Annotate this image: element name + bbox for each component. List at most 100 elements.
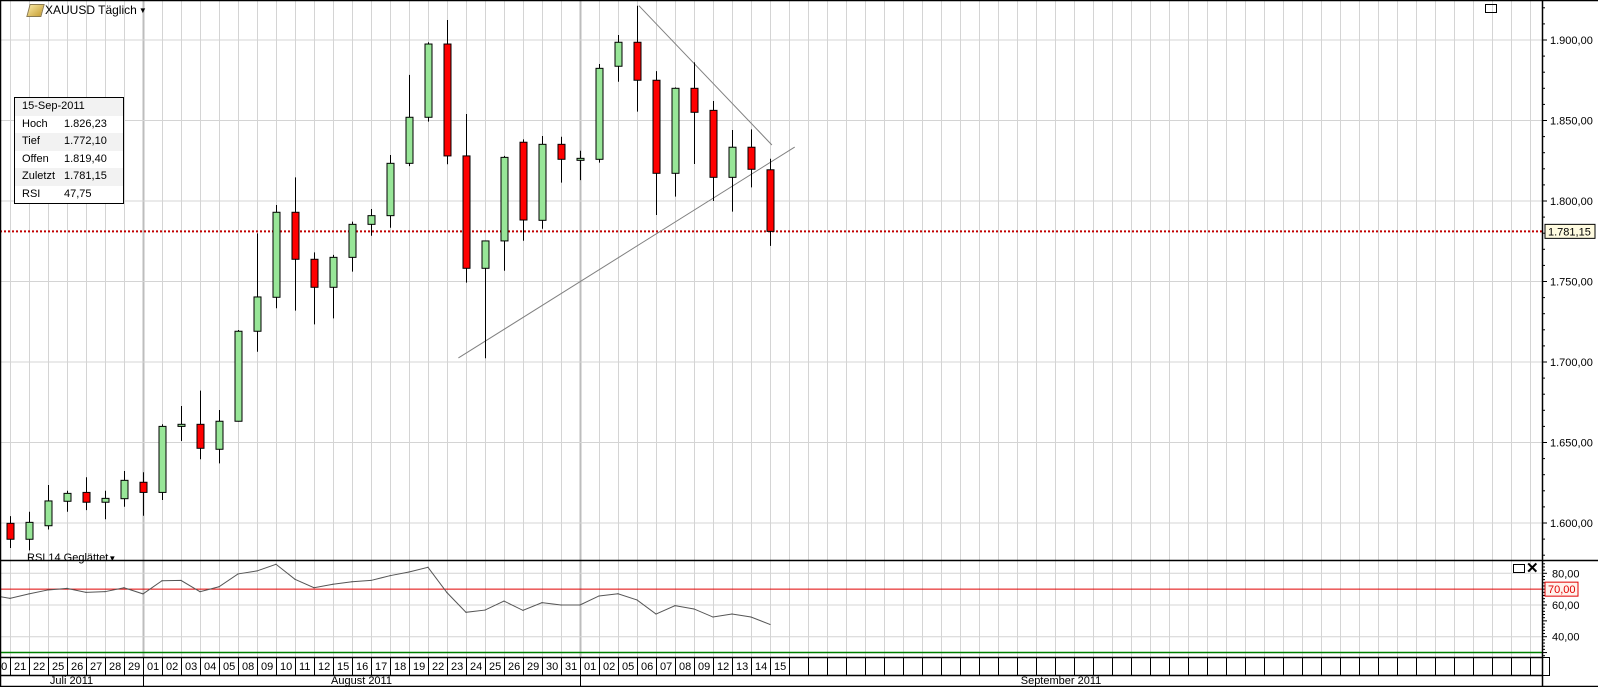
maximize-icon[interactable] [1513, 564, 1525, 573]
candle-down [6, 522, 15, 540]
rsi-point [636, 599, 638, 601]
rsi-point [294, 578, 296, 580]
date-cell [1359, 657, 1379, 676]
date-label: 24 [470, 661, 482, 673]
date-label: 23 [451, 661, 463, 673]
info-row: Offen 1.819,40 [15, 151, 123, 169]
date-label: 21 [14, 661, 26, 673]
candle-up [405, 116, 414, 164]
info-row: Hoch 1.826,23 [15, 116, 123, 134]
date-label: 09 [698, 661, 710, 673]
caret-down-icon: ▼ [138, 5, 147, 15]
rsi-point [218, 586, 220, 588]
candle-down [196, 423, 205, 449]
rsi-point [237, 573, 239, 575]
rsi-point [465, 611, 467, 613]
rsi-point [560, 604, 562, 606]
date-label: 26 [508, 661, 520, 673]
candle-down [291, 211, 300, 260]
trendlines[interactable] [458, 5, 795, 359]
rsi-point [180, 579, 182, 582]
date-cell [789, 657, 809, 676]
rsi-point [85, 591, 87, 593]
rsi-line [0, 563, 771, 625]
rsi-point [104, 591, 106, 593]
candle-up [348, 223, 357, 258]
candles [6, 5, 775, 551]
month-label: Juli 2011 [50, 675, 93, 687]
date-label: 25 [489, 661, 501, 673]
rsi-series [0, 563, 771, 626]
grid [0, 0, 1542, 657]
rsi-point [503, 600, 505, 602]
rsi-indicator-selector[interactable]: RSI 14 Geglättet▼ [27, 552, 116, 564]
info-label: RSI [22, 187, 41, 200]
candle-up [44, 500, 53, 527]
date-label: 14 [755, 661, 767, 673]
rsi-axis: 80,00 60,00 40,00 70,00 [0, 560, 1580, 657]
date-cell [1397, 657, 1417, 676]
date-label: 12 [318, 661, 330, 673]
info-value: 1.772,10 [64, 135, 107, 147]
date-label: 11 [299, 661, 310, 673]
date-label: 02 [166, 661, 178, 673]
date-label: 29 [527, 661, 539, 673]
rsi-level-tag [1544, 581, 1579, 597]
candle-up [234, 330, 243, 422]
rsi-point [712, 616, 714, 618]
rsi-point [313, 587, 315, 589]
date-label: 12 [717, 661, 729, 673]
rsi-title: RSI 14 Geglättet [27, 552, 109, 564]
price-tick-label: 1.600,00 [1550, 518, 1593, 530]
candle-up [101, 497, 110, 503]
price-tick-label: 1.850,00 [1550, 116, 1593, 128]
price-tick-label: 1.800,00 [1550, 196, 1593, 208]
info-box: 15-Sep-2011 Hoch 1.826,23 Tief 1.772,10 Of… [14, 97, 124, 204]
rsi-point [579, 604, 581, 606]
trendline [638, 5, 773, 146]
close-icon[interactable]: ✕ [1526, 560, 1539, 577]
date-label: 01 [147, 661, 159, 673]
rsi-point [123, 587, 125, 589]
rsi-point [370, 579, 372, 582]
rsi-point [351, 581, 353, 583]
maximize-icon[interactable] [1485, 4, 1497, 13]
price-axis: 1.900,00 1.850,00 1.800,00 1.750,00 1.700,00… [1542, 7, 1596, 556]
date-cell [1473, 657, 1493, 676]
date-cell [1340, 657, 1360, 676]
candle-down [766, 169, 775, 232]
date-cell [884, 657, 904, 676]
candle-up [253, 296, 262, 332]
candle-up [177, 423, 186, 427]
date-cell [1131, 657, 1151, 676]
trendline [458, 146, 795, 359]
date-cell [1530, 657, 1550, 676]
date-label: 26 [71, 661, 83, 673]
candle-up [500, 156, 509, 242]
date-label: 25 [52, 661, 64, 673]
candle-down [310, 258, 319, 288]
date-cell [903, 657, 923, 676]
info-value: 47,75 [64, 187, 92, 200]
candle-down [633, 41, 642, 81]
date-cell [1112, 657, 1132, 676]
rsi-tick-label: 60,00 [1552, 600, 1580, 612]
date-cell [1264, 657, 1284, 676]
date-cell [1036, 657, 1056, 676]
symbol-selector[interactable]: XAUUSD Täglich ▼ [26, 3, 147, 17]
date-label: 09 [261, 661, 273, 673]
date-cell [1492, 657, 1512, 676]
candle-down [690, 87, 699, 113]
rsi-point [142, 593, 144, 595]
rsi-point [484, 609, 486, 611]
candle-up [595, 67, 604, 160]
candle-up [63, 492, 72, 502]
date-axis: 20 21 22 25 26 27 28 29 01 02 03 04 05 08 09 10 11 12 15 16… [0, 657, 1550, 687]
date-label: 04 [204, 661, 216, 673]
candle-up [614, 41, 623, 67]
date-cell [1511, 657, 1531, 676]
info-row: Tief 1.772,10 [15, 133, 123, 151]
date-label: 22 [432, 661, 444, 673]
rsi-point [256, 570, 258, 572]
candle-down [139, 481, 148, 493]
